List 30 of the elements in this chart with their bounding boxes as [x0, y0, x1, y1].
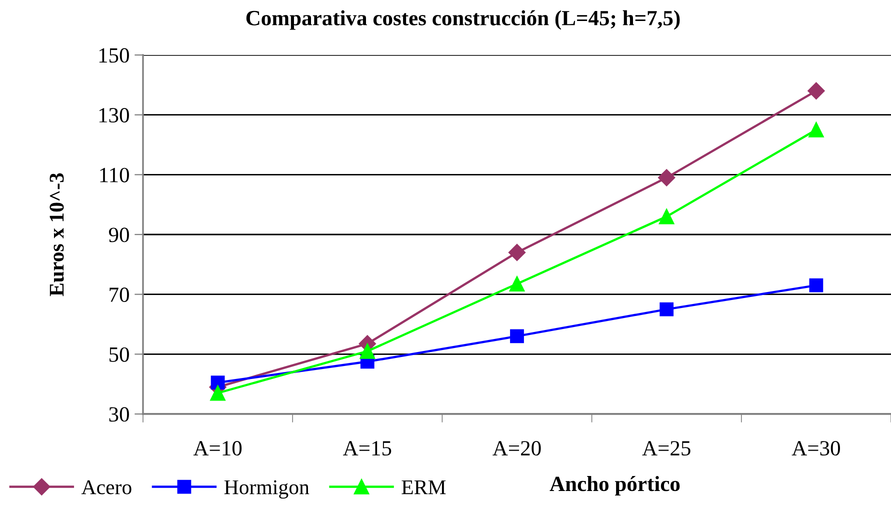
y-tick-label: 110 [100, 168, 129, 182]
x-tick-label: A=25 [642, 441, 690, 456]
y-tick-label: 150 [99, 48, 129, 63]
y-tick-label: 130 [99, 108, 129, 123]
point [210, 376, 225, 390]
point [658, 169, 676, 186]
legend-label: ERM [402, 480, 446, 494]
point [660, 302, 674, 316]
x-tick-label: A=15 [343, 441, 392, 456]
point [508, 244, 526, 261]
point [808, 82, 825, 100]
x-axis-title: Ancho pórtico [550, 476, 680, 496]
legend-label: Acero [81, 480, 132, 494]
x-tick-label: A=30 [792, 441, 840, 456]
point [658, 208, 674, 224]
point [509, 276, 525, 292]
point [808, 122, 824, 138]
chart-title: Comparativa costes construcción (L=45; h=7,5) [246, 10, 680, 30]
point [360, 344, 376, 359]
point [510, 329, 524, 344]
point [809, 278, 824, 292]
y-tick-label: 30 [109, 407, 129, 422]
legend-label: Hormigon [224, 480, 310, 499]
y-axis-title: Euros x 10^-3 [50, 173, 64, 296]
point [210, 385, 226, 401]
y-tick-label: 90 [108, 228, 129, 242]
y-tick-label: 50 [110, 347, 129, 362]
x-tick-label: A=10 [193, 441, 242, 456]
x-tick-label: A=20 [492, 441, 541, 456]
y-tick-label: 70 [110, 287, 129, 302]
